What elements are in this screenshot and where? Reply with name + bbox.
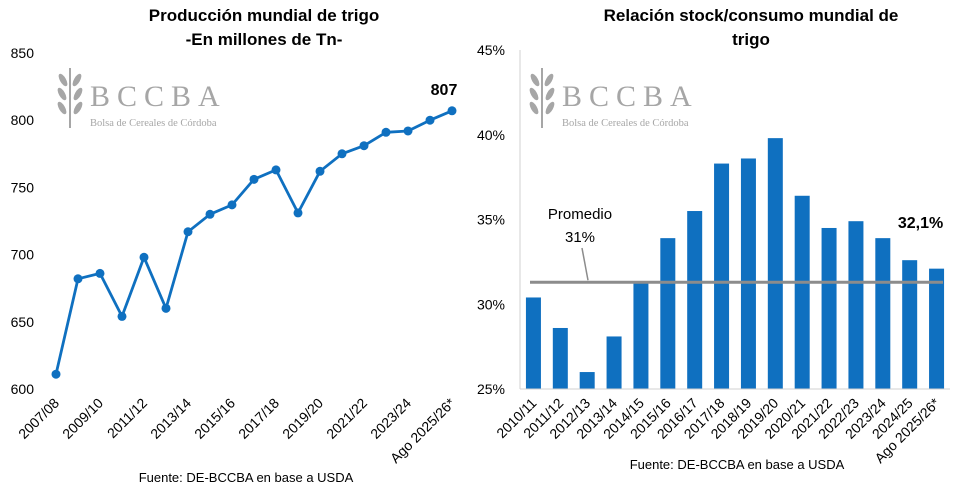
data-label: 32,1% bbox=[898, 215, 943, 232]
production-source: Fuente: DE-BCCBA en base a USDA bbox=[139, 470, 354, 485]
bar bbox=[687, 211, 703, 389]
y-tick-label: 700 bbox=[11, 247, 35, 263]
ratio-watermark: BCCBA Bolsa de Cereales de Córdoba bbox=[529, 68, 699, 129]
watermark-subtitle: Bolsa de Cereales de Córdoba bbox=[90, 118, 217, 129]
x-tick-label: 2013/14 bbox=[147, 395, 194, 442]
y-tick-label: 650 bbox=[11, 314, 35, 330]
y-tick-label: 750 bbox=[11, 179, 35, 195]
bar bbox=[929, 268, 945, 389]
ratio-average: Promedio 31% bbox=[530, 206, 943, 284]
production-x-axis: 2007/082009/102011/122013/142015/162017/… bbox=[15, 394, 458, 466]
y-tick-label: 25% bbox=[477, 381, 505, 397]
x-tick-label: 2019/20 bbox=[279, 395, 326, 442]
data-point bbox=[271, 165, 281, 175]
data-point bbox=[425, 115, 435, 125]
wheat-icon bbox=[57, 68, 83, 128]
data-point bbox=[205, 209, 215, 219]
data-point bbox=[139, 252, 149, 262]
data-point bbox=[337, 149, 347, 159]
data-point bbox=[183, 227, 193, 237]
bar bbox=[633, 282, 649, 389]
bar bbox=[606, 336, 622, 389]
bar bbox=[740, 158, 756, 389]
production-chart: Producción mundial de trigo -En millones… bbox=[11, 6, 459, 485]
wheat-icon bbox=[529, 68, 555, 128]
data-point bbox=[315, 166, 325, 176]
y-tick-label: 600 bbox=[11, 381, 35, 397]
watermark-subtitle: Bolsa de Cereales de Córdoba bbox=[562, 118, 689, 129]
y-tick-label: 800 bbox=[11, 112, 35, 128]
ratio-bars: 32,1% bbox=[525, 138, 945, 389]
data-point bbox=[227, 200, 237, 210]
y-tick-label: 45% bbox=[477, 42, 505, 58]
production-chart-subtitle: -En millones de Tn- bbox=[186, 30, 343, 49]
production-y-axis: 600 650 700 750 800 850 bbox=[11, 45, 35, 397]
data-point bbox=[51, 369, 61, 379]
bar bbox=[552, 327, 568, 389]
x-tick-label: 2007/08 bbox=[15, 395, 62, 442]
average-leader-line bbox=[581, 247, 589, 281]
data-point bbox=[249, 174, 259, 184]
bar bbox=[767, 138, 783, 389]
bar bbox=[902, 260, 918, 389]
x-tick-label: 2009/10 bbox=[59, 395, 106, 442]
data-point bbox=[403, 126, 413, 136]
y-tick-label: 35% bbox=[477, 212, 505, 228]
production-series: 807 bbox=[51, 82, 458, 379]
ratio-chart-title-line2: trigo bbox=[732, 30, 770, 49]
average-value-label: 31% bbox=[565, 229, 595, 246]
bar bbox=[579, 372, 595, 389]
x-tick-label: 2015/16 bbox=[191, 395, 238, 442]
ratio-source: Fuente: DE-BCCBA en base a USDA bbox=[630, 457, 845, 472]
x-tick-label: 2011/12 bbox=[104, 395, 151, 442]
bar bbox=[794, 195, 810, 389]
data-point bbox=[381, 127, 391, 137]
bar bbox=[714, 163, 730, 389]
production-line bbox=[54, 109, 453, 375]
ratio-x-axis: 2010/112011/122012/132013/142014/152015/… bbox=[493, 394, 943, 466]
watermark-brand: BCCBA bbox=[90, 80, 227, 113]
data-point bbox=[73, 274, 83, 284]
data-point bbox=[117, 311, 127, 321]
y-tick-label: 40% bbox=[477, 127, 505, 143]
data-label: 807 bbox=[431, 82, 458, 99]
stock-ratio-chart: Relación stock/consumo mundial de trigo … bbox=[477, 6, 950, 472]
bar bbox=[848, 221, 864, 389]
ratio-chart-title-line1: Relación stock/consumo mundial de bbox=[604, 6, 899, 25]
bar bbox=[525, 297, 541, 389]
production-chart-title: Producción mundial de trigo bbox=[149, 6, 379, 25]
data-point bbox=[161, 303, 171, 313]
x-tick-label: 2021/22 bbox=[323, 395, 370, 442]
x-tick-label: 2017/18 bbox=[235, 395, 282, 442]
y-tick-label: 850 bbox=[11, 45, 35, 61]
bar bbox=[821, 227, 837, 389]
bar bbox=[875, 238, 891, 389]
bar bbox=[660, 238, 676, 389]
data-point bbox=[447, 106, 457, 116]
average-label: Promedio bbox=[548, 206, 612, 223]
watermark-brand: BCCBA bbox=[562, 80, 699, 113]
ratio-y-axis: 25% 30% 35% 40% 45% bbox=[477, 42, 505, 397]
y-tick-label: 30% bbox=[477, 296, 505, 312]
production-watermark: BCCBA Bolsa de Cereales de Córdoba bbox=[57, 68, 227, 129]
data-point bbox=[359, 141, 369, 151]
data-point bbox=[293, 208, 303, 218]
data-point bbox=[95, 268, 105, 278]
